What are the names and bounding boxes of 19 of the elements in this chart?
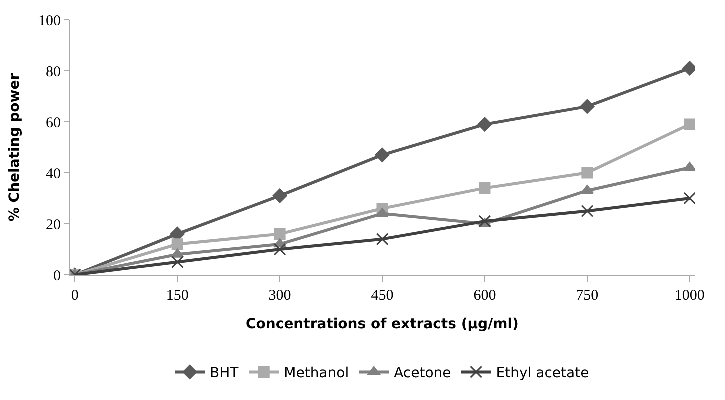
x-tick-label: 0 (71, 288, 79, 304)
x-tick-label: 300 (268, 288, 292, 304)
x-tick-label: 450 (371, 288, 394, 304)
x-tick-label: 600 (474, 288, 496, 304)
y-tick-label: 40 (46, 166, 61, 182)
y-tick-label: 100 (38, 13, 61, 30)
y-axis-title: % Chelating power (7, 73, 24, 222)
y-tick-label: 60 (46, 115, 61, 132)
legend-label: BHT (210, 366, 240, 382)
x-tick-label: 1000 (674, 288, 705, 304)
legend-label: Ethyl acetate (496, 366, 590, 382)
x-tick-label: 750 (576, 288, 599, 304)
x-axis-title: Concentrations of extracts (µg/ml) (246, 316, 519, 332)
legend-label: Acetone (394, 366, 452, 382)
y-tick-label: 0 (54, 268, 61, 284)
y-tick-label: 80 (46, 64, 61, 80)
y-tick-label: 20 (46, 217, 61, 234)
legend-label: Methanol (284, 366, 350, 382)
x-tick-label: 150 (166, 288, 189, 304)
